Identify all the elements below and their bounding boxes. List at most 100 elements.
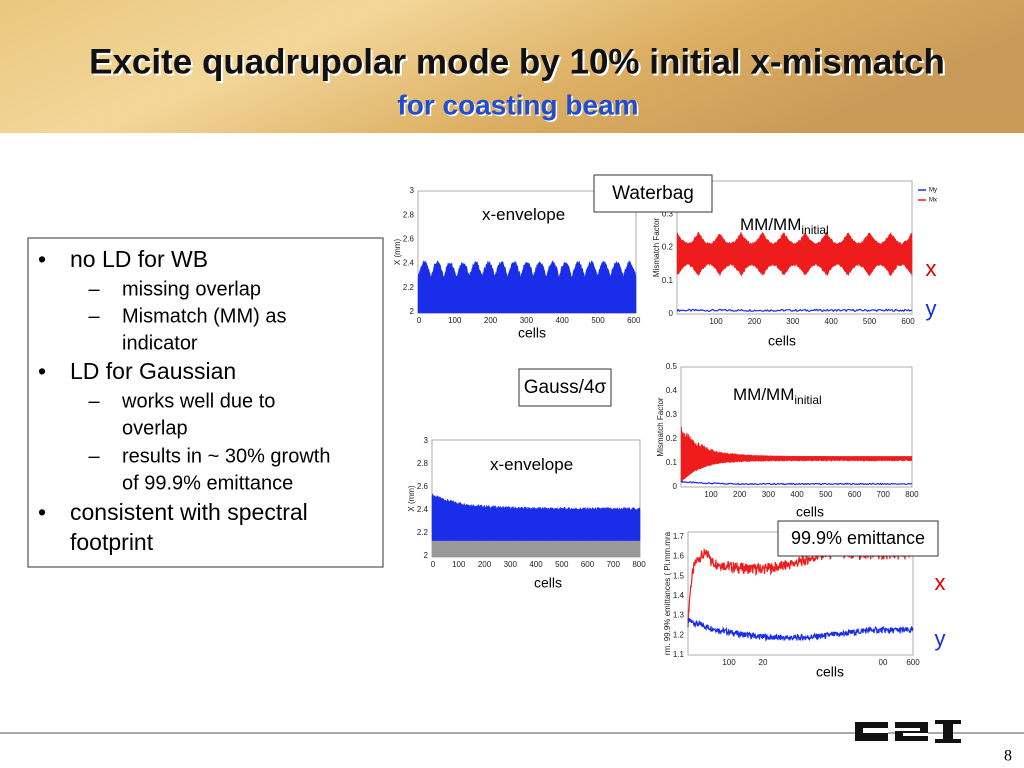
- x-tick-label: 600: [848, 490, 862, 499]
- bullet-text: missing overlap: [122, 278, 261, 300]
- gauss-box: [518, 368, 612, 407]
- y-tick-label: 2.6: [417, 482, 429, 491]
- y-tick-label: 1.4: [673, 591, 685, 600]
- bullet-marker: •: [38, 499, 46, 525]
- curve: [687, 617, 914, 642]
- title-shadow: Excite quadrupolar mode by 10% initial x…: [91, 44, 947, 83]
- y-tick-label: 0.3: [662, 209, 674, 218]
- plot-label-main: x-envelope: [490, 455, 573, 474]
- bullet-marker: •: [38, 246, 46, 272]
- x-tick-label: 600: [901, 317, 915, 326]
- page-number: 8: [1004, 748, 1012, 765]
- bullet-marker: –: [88, 305, 100, 327]
- legend-label: Mx: [929, 198, 937, 204]
- y-tick-label: 0.3: [666, 410, 678, 419]
- x-tick-label: 300: [504, 560, 518, 569]
- y-tick-label: 3: [424, 436, 429, 445]
- x-tick-label: 700: [877, 490, 891, 499]
- y-tick-label: 2.4: [417, 505, 429, 514]
- y-tick-label: 0.4: [666, 386, 678, 395]
- y-tick-label: 2.8: [417, 459, 429, 468]
- curve-band: [431, 493, 641, 541]
- x-tick-label: 300: [786, 317, 800, 326]
- y-tick-label: 0.2: [662, 243, 674, 252]
- plot-label: x-envelope: [482, 205, 565, 224]
- waterbag-box: [593, 174, 713, 213]
- y-axis-label: X (mm): [407, 485, 416, 512]
- plot-label-sub: initial: [794, 393, 821, 407]
- x-tick-label: 600: [627, 316, 641, 325]
- y-tick-label: 2.4: [403, 259, 415, 268]
- y-tick-label: 1.1: [673, 650, 685, 659]
- plot-label: MM/MMinitial: [740, 215, 829, 237]
- y-tick-label: 2: [410, 307, 415, 316]
- x-tick-label: 100: [704, 490, 718, 499]
- x-axis-label: cells: [518, 325, 546, 341]
- curve-band: [676, 230, 913, 277]
- bullet-text: works well due to: [121, 390, 275, 412]
- y-tick-label: 3: [410, 186, 415, 195]
- plot: 00.10.20.30.4100200300400500600Mismatch …: [652, 176, 937, 349]
- plot-label-sub: initial: [801, 223, 828, 237]
- y-tick-label: 2.2: [417, 528, 429, 537]
- x-tick-label: 600: [906, 658, 920, 667]
- y-tick-label: 0.5: [666, 362, 678, 371]
- subtitle: for coasting beam: [397, 89, 638, 120]
- x-tick-label: 20: [759, 658, 768, 667]
- x-tick-label: 500: [591, 316, 605, 325]
- x-tick-label: 100: [722, 658, 736, 667]
- bullet-marker: –: [88, 278, 100, 300]
- y-marker: y: [935, 626, 946, 651]
- bullet-text: results in ~ 30% growth: [122, 445, 330, 467]
- gauss-label: Gauss/4σ: [524, 377, 607, 398]
- plot: 2 2.2 2.4 2.6 2.8 3 0 100 200 300 400 500 600 700 800 X…: [407, 436, 646, 591]
- y-tick-label: 1.2: [673, 630, 685, 639]
- emittance-box: [777, 520, 939, 557]
- plot-label-main: MM/MM: [733, 385, 794, 404]
- y-tick-label: 2.2: [403, 283, 415, 292]
- y-tick-label: 0: [669, 309, 674, 318]
- x-tick-label: 100: [448, 316, 462, 325]
- x-tick-label: 400: [556, 316, 570, 325]
- bullet-text: consistent with spectral: [70, 499, 308, 525]
- x-tick-label: 800: [632, 560, 646, 569]
- curve-band: [417, 260, 637, 314]
- x-axis-label: cells: [816, 664, 844, 680]
- bullet-text: of 99.9% emittance: [122, 472, 293, 494]
- x-tick-label: 300: [520, 316, 534, 325]
- y-marker: y: [926, 296, 937, 321]
- x-tick-label: 300: [762, 490, 776, 499]
- x-tick-label: 500: [863, 317, 877, 326]
- y-tick-label: 1.6: [673, 552, 685, 561]
- y-axis-label: Mismatch Factor: [656, 397, 665, 456]
- x-tick-label: 100: [709, 317, 723, 326]
- waterbag-label: Waterbag: [612, 183, 694, 204]
- x-tick-label: 700: [607, 560, 621, 569]
- plot-label-main: MM/MM: [740, 215, 801, 234]
- x-tick-label: 200: [733, 490, 747, 499]
- y-axis-label: Mismatch Factor: [652, 218, 661, 277]
- y-axis-label: rm. 99.9% emittances ( Pi.mm.mra: [663, 531, 672, 655]
- x-tick-label: 800: [905, 490, 919, 499]
- y-tick-label: 0: [673, 482, 678, 491]
- plot: 0 0.1 0.2 0.3 0.4 0.5 100 200 300 400 500 600 700 800…: [656, 362, 919, 520]
- subtitle-shadow: for coasting beam: [399, 91, 640, 122]
- logo: [855, 720, 961, 743]
- bullet-text: footprint: [70, 529, 154, 555]
- x-tick-label: 0: [431, 560, 436, 569]
- curve: [680, 480, 913, 486]
- bullet-text: LD for Gaussian: [70, 358, 236, 384]
- x-tick-label: 400: [790, 490, 804, 499]
- x-tick-label: 200: [478, 560, 492, 569]
- y-tick-label: 0.1: [662, 276, 674, 285]
- plot-area: [680, 366, 913, 488]
- plot-label-main: x-envelope: [482, 205, 565, 224]
- bullet-text: Mismatch (MM) as: [122, 305, 286, 327]
- y-tick-label: 0.1: [666, 458, 678, 467]
- x-tick-label: 100: [452, 560, 466, 569]
- x-tick-label: 200: [748, 317, 762, 326]
- x-tick-label: 0: [417, 316, 422, 325]
